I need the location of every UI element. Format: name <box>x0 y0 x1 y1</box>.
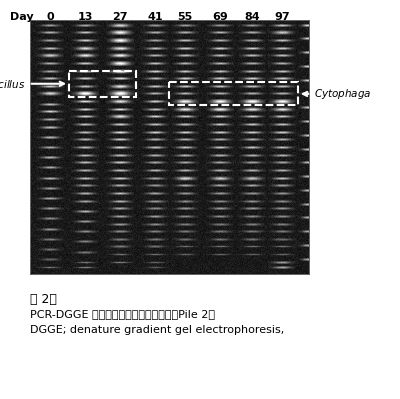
Text: Day: Day <box>10 12 34 22</box>
Text: $Bacillus$: $Bacillus$ <box>0 78 64 90</box>
Text: $Cytophaga$: $Cytophaga$ <box>303 87 372 101</box>
Text: 図 2．: 図 2． <box>30 293 57 306</box>
Text: 55: 55 <box>177 12 193 22</box>
Text: DGGE; denature gradient gel electrophoresis,: DGGE; denature gradient gel electrophore… <box>30 325 284 335</box>
Bar <box>69 71 136 97</box>
Bar <box>169 83 298 105</box>
Text: PCR-DGGE 法による微生物群集の推移（Pile 2）: PCR-DGGE 法による微生物群集の推移（Pile 2） <box>30 309 215 319</box>
Text: 97: 97 <box>274 12 290 22</box>
Text: 84: 84 <box>244 12 260 22</box>
Text: 27: 27 <box>112 12 128 22</box>
Text: 69: 69 <box>212 12 228 22</box>
Text: 41: 41 <box>147 12 163 22</box>
Text: 13: 13 <box>77 12 93 22</box>
Text: 0: 0 <box>46 12 54 22</box>
